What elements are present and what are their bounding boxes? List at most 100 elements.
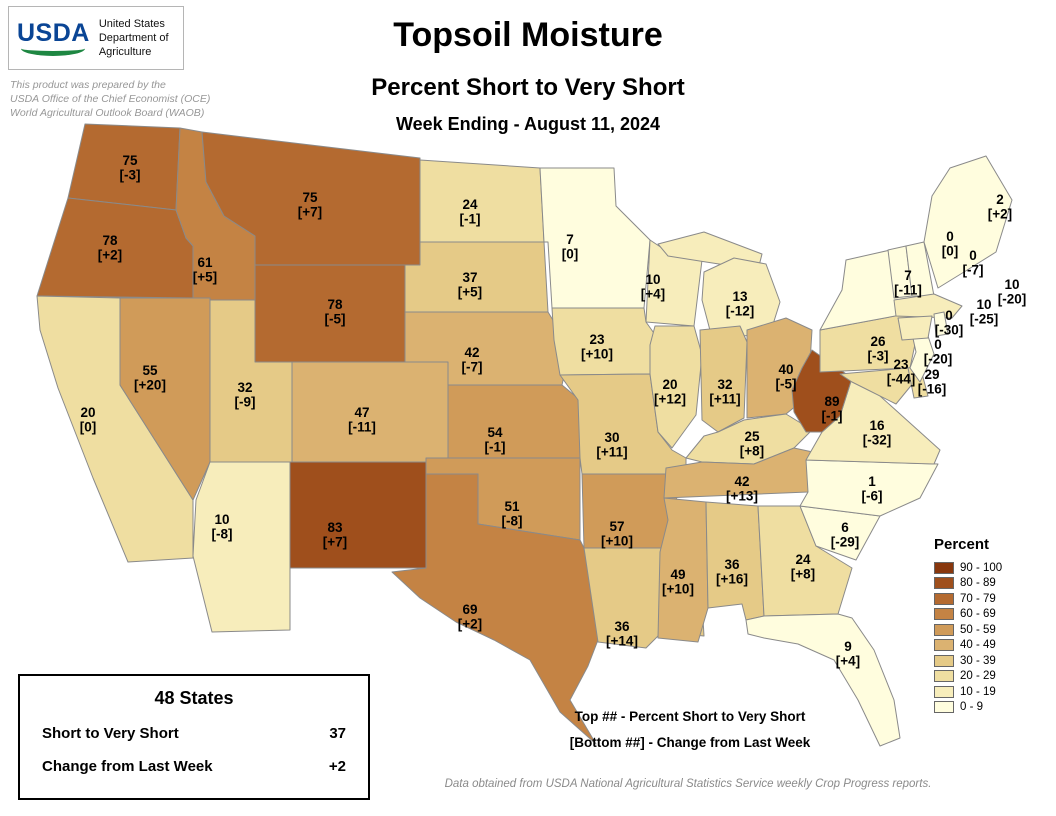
state-label-IN: 32 [+11] bbox=[709, 377, 740, 407]
state-shape-RI bbox=[933, 311, 949, 337]
state-label-MO: 30 [+11] bbox=[596, 430, 627, 460]
summary-rows: Short to Very Short 37 Change from Last We… bbox=[42, 725, 346, 775]
state-label-NM: 83 [+7] bbox=[323, 520, 347, 550]
state-shape-KS bbox=[447, 384, 581, 459]
state-label-VA: 16 [-32] bbox=[863, 418, 892, 448]
state-shape-MA bbox=[893, 293, 963, 319]
legend-bin: 60 - 69 bbox=[934, 607, 1052, 623]
legend-swatch bbox=[934, 654, 954, 667]
summary-row: Short to Very Short 37 bbox=[42, 725, 346, 742]
legend-swatch bbox=[934, 623, 954, 636]
summary-row-label: Short to Very Short bbox=[42, 725, 179, 742]
legend-range-label: 60 - 69 bbox=[960, 608, 996, 621]
state-label-IA: 23 [+10] bbox=[581, 332, 613, 362]
state-label-IL: 20 [+12] bbox=[654, 377, 686, 407]
state-label-AL: 36 [+16] bbox=[716, 557, 748, 587]
state-label-ME: 2 [+2] bbox=[988, 192, 1012, 222]
state-label-SD: 37 [+5] bbox=[458, 270, 482, 300]
legend-bin: 70 - 79 bbox=[934, 591, 1052, 607]
state-shape-IL bbox=[649, 325, 703, 449]
state-label-MA: 10 [-20] bbox=[998, 277, 1027, 307]
page-subtitle: Percent Short to Very Short bbox=[371, 74, 685, 101]
legend-bin: 90 - 100 bbox=[934, 560, 1052, 576]
legend-range-label: 0 - 9 bbox=[960, 701, 984, 714]
legend-range-label: 50 - 59 bbox=[960, 623, 996, 636]
state-shape-AZ bbox=[192, 461, 291, 633]
state-label-MD: 23 [-44] bbox=[887, 357, 916, 387]
state-label-NH: 0 [-7] bbox=[963, 248, 984, 278]
note-top: Top ## - Percent Short to Very Short bbox=[574, 709, 806, 724]
legend-swatch bbox=[934, 701, 954, 714]
state-shape-ME bbox=[923, 155, 1013, 289]
state-label-MI: 13 [-12] bbox=[726, 289, 755, 319]
state-shape-TX bbox=[391, 473, 599, 745]
state-shape-MI bbox=[701, 257, 781, 339]
legend-bins: 90 - 100 80 - 89 70 - 79 60 - 69 50 - 59 40 -… bbox=[934, 560, 1052, 715]
state-shape-TN bbox=[663, 447, 823, 499]
state-label-SC: 6 [-29] bbox=[831, 520, 860, 550]
state-label-MS: 49 [+10] bbox=[662, 567, 694, 597]
state-label-MN: 7 [0] bbox=[562, 232, 579, 262]
state-label-OH: 40 [-5] bbox=[776, 362, 797, 392]
usda-logo-text: USDA bbox=[17, 18, 90, 47]
state-label-FL: 9 [+4] bbox=[836, 639, 860, 669]
state-label-VT: 0 [0] bbox=[942, 229, 959, 259]
state-label-RI: 0 [-30] bbox=[935, 308, 964, 338]
dept-line-2: Department of bbox=[98, 31, 169, 44]
state-label-OK: 51 [-8] bbox=[502, 499, 523, 529]
legend-bin: 40 - 49 bbox=[934, 638, 1052, 654]
state-shape-ND bbox=[419, 159, 545, 243]
legend-title: Percent bbox=[934, 536, 990, 553]
dept-line-1: United States bbox=[98, 17, 165, 30]
state-label-AZ: 10 [-8] bbox=[212, 512, 233, 542]
legend-range-label: 20 - 29 bbox=[960, 670, 996, 683]
state-shape-IN bbox=[699, 325, 748, 433]
week-ending: Week Ending - August 11, 2024 bbox=[395, 114, 661, 134]
legend-range-label: 90 - 100 bbox=[960, 561, 1003, 574]
state-label-DE: 29 [-16] bbox=[918, 367, 947, 397]
legend-range-label: 10 - 19 bbox=[960, 685, 996, 698]
summary-row-label: Change from Last Week bbox=[42, 758, 213, 775]
prepared-line-2: USDA Office of the Chief Economist (OCE) bbox=[10, 93, 211, 106]
page-title: Topsoil Moisture bbox=[393, 16, 663, 54]
legend-bin: 10 - 19 bbox=[934, 684, 1052, 700]
state-label-GA: 24 [+8] bbox=[791, 552, 815, 582]
state-label-WA: 75 [-3] bbox=[120, 153, 141, 183]
prepared-by-note: This product was prepared by the USDA Of… bbox=[10, 78, 225, 121]
state-label-NJ: 0 [-20] bbox=[924, 337, 953, 367]
legend-swatch bbox=[934, 577, 954, 590]
state-label-TN: 42 [+13] bbox=[726, 474, 758, 504]
prepared-line-3: World Agricultural Outlook Board (WAOB) bbox=[10, 107, 205, 120]
state-label-KS: 54 [-1] bbox=[485, 425, 506, 455]
state-label-ID: 61 [+5] bbox=[193, 255, 217, 285]
legend-bin: 50 - 59 bbox=[934, 622, 1052, 638]
legend-swatch bbox=[934, 670, 954, 683]
prepared-line-1: This product was prepared by the bbox=[10, 79, 166, 91]
legend-swatch bbox=[934, 639, 954, 652]
usda-logo-mark: USDA bbox=[17, 18, 90, 56]
dept-line-3: Agriculture bbox=[98, 46, 152, 59]
state-shape-NM bbox=[289, 461, 427, 569]
state-label-LA: 36 [+14] bbox=[606, 619, 638, 649]
state-label-NC: 1 [-6] bbox=[862, 474, 883, 504]
state-label-CA: 20 [0] bbox=[80, 405, 97, 435]
map-legend: Percent 90 - 100 80 - 89 70 - 79 60 - 69 50 … bbox=[934, 536, 1052, 715]
state-shape-NC bbox=[799, 459, 939, 517]
state-label-NY: 7 [-11] bbox=[894, 268, 922, 298]
state-shape-MN bbox=[539, 167, 651, 309]
legend-range-label: 30 - 39 bbox=[960, 654, 996, 667]
state-label-TX: 69 [+2] bbox=[458, 602, 482, 632]
state-shape-CO bbox=[291, 361, 449, 463]
state-label-ND: 24 [-1] bbox=[460, 197, 481, 227]
note-bottom: [Bottom ##] - Change from Last Week bbox=[569, 735, 811, 751]
legend-swatch bbox=[934, 685, 954, 698]
summary-row-value: +2 bbox=[328, 758, 346, 775]
map-notes: Top ## - Percent Short to Very Short [Bo… bbox=[520, 704, 860, 757]
state-label-MT: 75 [+7] bbox=[298, 190, 322, 220]
legend-range-label: 40 - 49 bbox=[960, 639, 996, 652]
usda-department-text: United States Department of Agriculture bbox=[99, 17, 169, 60]
legend-bin: 80 - 89 bbox=[934, 576, 1052, 592]
legend-bin: 20 - 29 bbox=[934, 669, 1052, 685]
state-label-AR: 57 [+10] bbox=[601, 519, 633, 549]
